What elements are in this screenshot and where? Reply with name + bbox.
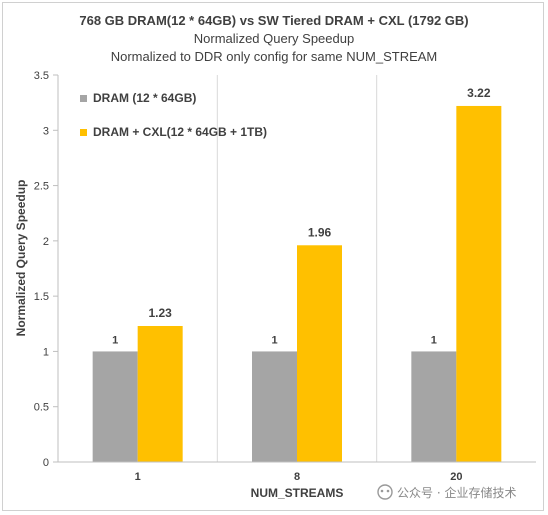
bar-dram-8 [252,351,297,462]
bar-dram-cxl-8 [297,245,342,462]
y-tick-label: 3 [43,125,49,137]
legend: DRAM (12 * 64GB) DRAM + CXL(12 * 64GB + 1… [80,91,267,139]
bar-dram-20 [411,351,457,462]
data-label: 1 [271,334,277,346]
x-tick-label: 20 [450,471,462,483]
legend-swatch [80,95,87,102]
y-tick-label: 3.5 [34,70,49,82]
x-axis-label: NUM_STREAMS [251,486,344,500]
y-tick-label: 1 [43,346,49,358]
plot-area: 0 0.5 1 1.5 2 2.5 3 3.5 1 1.23 1 1 1.96 8 1 3.22 20 [34,70,536,483]
data-label: 1.23 [148,306,172,320]
bar-dram-cxl-1 [137,325,183,462]
legend-swatch [80,129,87,136]
watermark: 公众号 · 企业存储技术 [377,484,516,500]
legend-entry: DRAM + CXL(12 * 64GB + 1TB) [93,125,267,139]
bar-dram-1 [92,351,138,462]
y-tick-label: 2 [43,236,49,248]
y-tick-label: 0.5 [34,402,49,414]
y-tick-label: 2.5 [34,181,49,193]
x-tick-label: 8 [294,471,300,483]
bar-dram-cxl-20 [456,105,502,463]
chart-title: 768 GB DRAM(12 * 64GB) vs SW Tiered DRAM… [79,13,468,28]
y-axis-label: Normalized Query Speedup [14,180,28,337]
legend-entry: DRAM (12 * 64GB) [93,91,196,105]
y-tick-label: 0 [43,457,49,469]
data-label: 1.96 [308,225,332,239]
wechat-icon-dot [380,489,384,493]
wechat-icon-dot-2 [386,489,390,493]
chart-subtitle: Normalized Query Speedup [194,31,354,46]
data-label: 3.22 [467,86,491,100]
data-label: 1 [112,334,118,346]
x-tick-label: 1 [135,471,141,483]
wechat-icon [377,484,393,500]
y-tick-label: 1.5 [34,291,49,303]
data-label: 1 [431,334,437,346]
chart-subtitle-2: Normalized to DDR only config for same N… [111,49,438,64]
watermark-text: 公众号 · 企业存储技术 [397,485,516,500]
